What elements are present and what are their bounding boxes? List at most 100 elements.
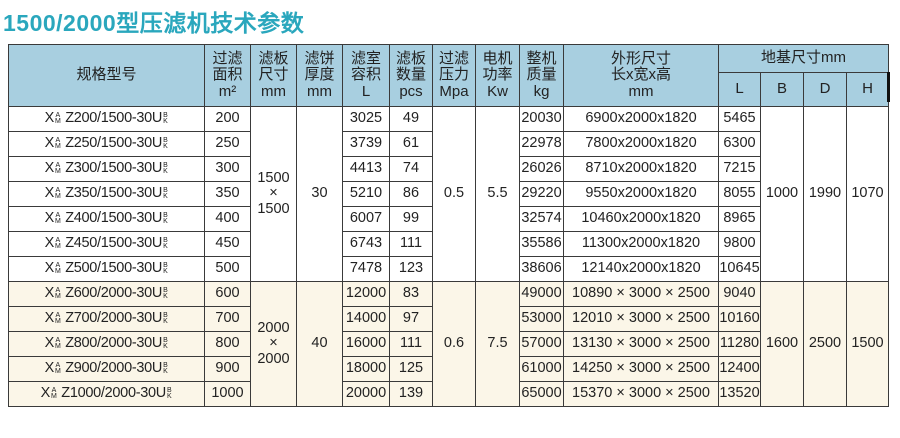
- header-area: 过滤 面积 m²: [204, 44, 251, 107]
- cell-dims: 8710x2000x1820: [563, 156, 719, 182]
- cell-weight: 32574: [519, 206, 564, 232]
- cell-area: 350: [204, 181, 251, 207]
- cell-plates: 86: [389, 181, 433, 207]
- cell-weight: 61000: [519, 356, 564, 382]
- cell-area: 600: [204, 281, 251, 307]
- cell-area: 1000: [204, 381, 251, 407]
- cell-plates: 99: [389, 206, 433, 232]
- header-plates: 滤板 数量 pcs: [389, 44, 433, 107]
- cell-weight: 35586: [519, 231, 564, 257]
- cell-area: 400: [204, 206, 251, 232]
- cell-dims: 12010 × 3000 × 2500: [563, 306, 719, 332]
- cell-weight: 20030: [519, 106, 564, 132]
- cell-power: 5.5: [475, 106, 520, 282]
- header-base-l: L: [718, 72, 761, 107]
- cell-dims: 7800x2000x1820: [563, 131, 719, 157]
- header-weight: 整机 质量 kg: [519, 44, 564, 107]
- cell-area: 700: [204, 306, 251, 332]
- cell-base-l: 9040: [718, 281, 761, 307]
- cell-dims: 14250 × 3000 × 2500: [563, 356, 719, 382]
- header-chamber: 滤室 容积 L: [342, 44, 390, 107]
- cell-plates: 74: [389, 156, 433, 182]
- cell-cake: 30: [296, 106, 343, 282]
- cell-area: 450: [204, 231, 251, 257]
- cell-chamber: 18000: [342, 356, 390, 382]
- cell-base-b: 1000: [760, 106, 804, 282]
- cell-base-l: 12400: [718, 356, 761, 382]
- header-plate-size: 滤板 尺寸 mm: [250, 44, 297, 107]
- header-model: 规格型号: [8, 44, 205, 107]
- cell-base-l: 8965: [718, 206, 761, 232]
- cell-power: 7.5: [475, 281, 520, 407]
- cell-chamber: 16000: [342, 331, 390, 357]
- cell-pressure: 0.5: [432, 106, 476, 282]
- cell-chamber: 6743: [342, 231, 390, 257]
- cell-weight: 26026: [519, 156, 564, 182]
- cell-plates: 83: [389, 281, 433, 307]
- cell-plates: 123: [389, 256, 433, 282]
- cell-weight: 29220: [519, 181, 564, 207]
- header-base-h: H: [846, 72, 889, 107]
- page-title: 1500/2000型压滤机技术参数: [3, 10, 305, 36]
- cell-base-l: 8055: [718, 181, 761, 207]
- cell-base-h: 1070: [846, 106, 889, 282]
- cell-plates: 97: [389, 306, 433, 332]
- cell-chamber: 6007: [342, 206, 390, 232]
- cell-base-d: 2500: [803, 281, 847, 407]
- cell-dims: 15370 × 3000 × 2500: [563, 381, 719, 407]
- cell-cake: 40: [296, 281, 343, 407]
- cell-pressure: 0.6: [432, 281, 476, 407]
- cell-chamber: 3739: [342, 131, 390, 157]
- cell-plates: 125: [389, 356, 433, 382]
- cell-base-l: 9800: [718, 231, 761, 257]
- cell-area: 900: [204, 356, 251, 382]
- cell-plate-size: 1500 × 1500: [250, 106, 297, 282]
- cell-area: 250: [204, 131, 251, 157]
- cell-base-b: 1600: [760, 281, 804, 407]
- cell-chamber: 7478: [342, 256, 390, 282]
- header-base-b: B: [760, 72, 804, 107]
- cell-plates: 111: [389, 231, 433, 257]
- cell-area: 800: [204, 331, 251, 357]
- cell-chamber: 5210: [342, 181, 390, 207]
- cell-weight: 49000: [519, 281, 564, 307]
- cell-plate-size: 2000 × 2000: [250, 281, 297, 407]
- cell-weight: 38606: [519, 256, 564, 282]
- cell-chamber: 4413: [342, 156, 390, 182]
- cell-base-l: 7215: [718, 156, 761, 182]
- cell-dims: 11300x2000x1820: [563, 231, 719, 257]
- cell-area: 300: [204, 156, 251, 182]
- header-dims: 外形尺寸 长x宽x高 mm: [563, 44, 719, 107]
- cell-base-l: 11280: [718, 331, 761, 357]
- cell-base-l: 10645: [718, 256, 761, 282]
- cell-base-l: 6300: [718, 131, 761, 157]
- cell-chamber: 3025: [342, 106, 390, 132]
- cell-base-l: 13520: [718, 381, 761, 407]
- cell-dims: 10460x2000x1820: [563, 206, 719, 232]
- header-base: 地基尺寸mm: [718, 44, 889, 73]
- cell-dims: 13130 × 3000 × 2500: [563, 331, 719, 357]
- cell-weight: 53000: [519, 306, 564, 332]
- header-base-d: D: [803, 72, 847, 107]
- cell-base-l: 5465: [718, 106, 761, 132]
- cell-weight: 57000: [519, 331, 564, 357]
- cell-base-l: 10160: [718, 306, 761, 332]
